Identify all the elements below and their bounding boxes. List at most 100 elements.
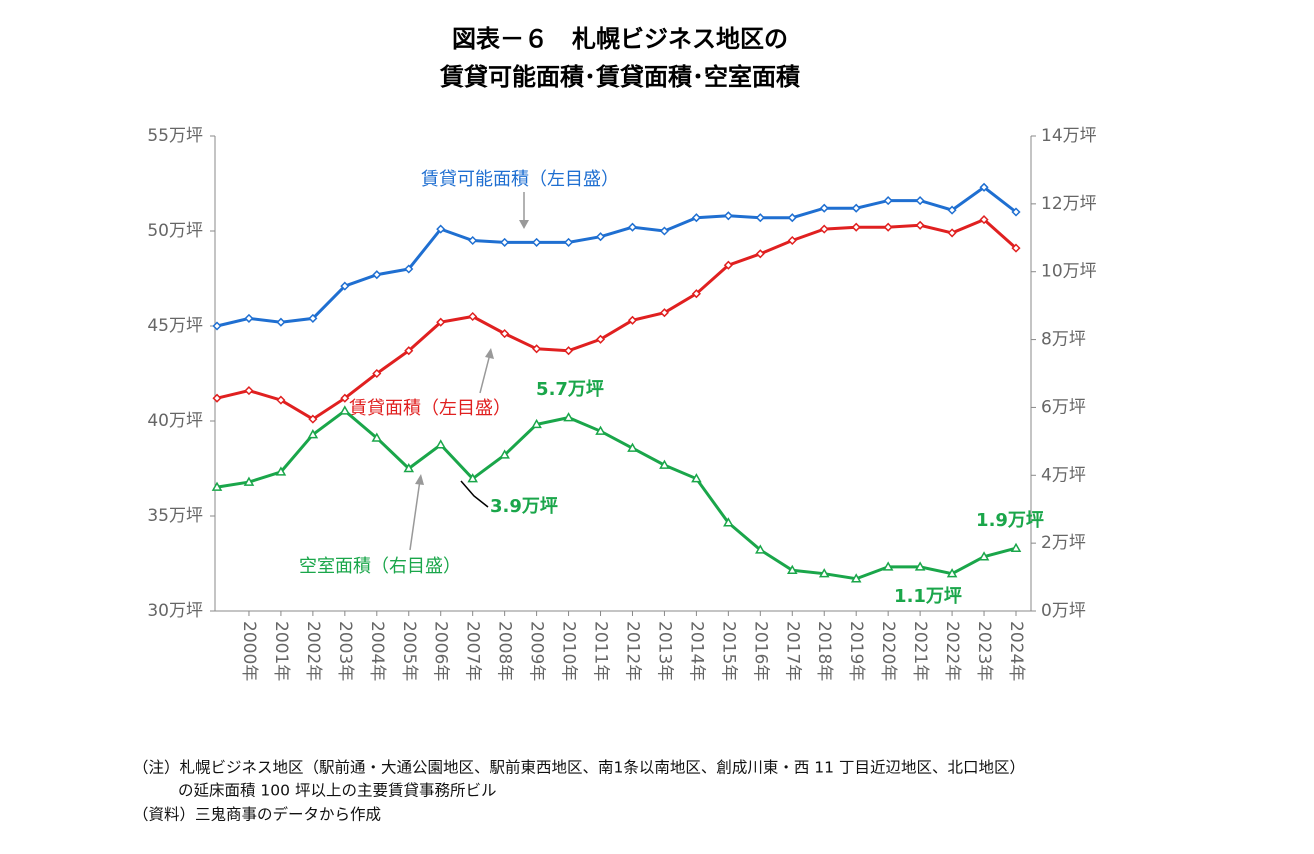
x-tick-label: 2022年 — [942, 621, 962, 681]
annotation: 3.9万坪 — [490, 496, 558, 517]
marker — [563, 346, 574, 356]
y-tick-label: 40万坪 — [147, 411, 203, 431]
x-tick-label: 2021年 — [910, 621, 930, 681]
marker — [787, 213, 797, 223]
marker — [308, 414, 318, 424]
marker — [947, 205, 957, 215]
x-tick-label: 2019年 — [846, 621, 866, 681]
x-tick-label: 2016年 — [750, 621, 770, 681]
marker — [436, 224, 446, 234]
marker — [787, 235, 797, 246]
series-line — [216, 185, 1017, 328]
marker — [467, 473, 478, 483]
x-tick-label: 2014年 — [686, 621, 706, 681]
marker — [691, 473, 702, 483]
x-tick-label: 2008年 — [495, 621, 515, 681]
marker — [627, 442, 638, 452]
marker — [307, 429, 319, 439]
y2-tick-label: 10万坪 — [1041, 262, 1097, 282]
marker — [755, 544, 766, 554]
x-tick-label: 2018年 — [814, 621, 834, 681]
y-tick-label: 45万坪 — [147, 316, 203, 336]
x-tick-label: 2000年 — [239, 621, 259, 681]
chart-title: 賃貸可能面積･賃貸面積･空室面積 — [439, 63, 800, 91]
marker — [691, 213, 701, 223]
marker — [404, 264, 414, 274]
x-tick-label: 2007年 — [463, 621, 483, 681]
marker — [212, 393, 222, 403]
marker — [372, 368, 382, 379]
series-label: 賃貸可能面積（左目盛） — [421, 169, 619, 190]
annotation: 5.7万坪 — [536, 379, 604, 400]
x-tick-label: 2002年 — [303, 621, 323, 681]
marker — [883, 222, 893, 232]
marker — [468, 235, 478, 246]
marker — [212, 321, 222, 331]
marker — [946, 568, 958, 578]
marker — [371, 432, 383, 442]
marker — [468, 311, 478, 322]
marker — [595, 425, 606, 435]
y-tick-label: 30万坪 — [147, 601, 203, 621]
y2-tick-label: 8万坪 — [1041, 330, 1086, 350]
annotation: 1.9万坪 — [976, 510, 1044, 531]
y-tick-label: 50万坪 — [147, 221, 203, 241]
marker — [978, 551, 990, 561]
marker — [979, 182, 989, 192]
marker — [595, 334, 606, 344]
note: （注）札幌ビジネス地区（駅前通・大通公園地区、駅前東西地区、南1条以南地区、創成… — [133, 759, 1025, 777]
marker — [244, 386, 254, 396]
marker — [531, 418, 542, 429]
marker — [243, 476, 255, 486]
series-line — [216, 217, 1017, 421]
marker — [500, 329, 510, 339]
arrow-head — [519, 220, 529, 229]
marker — [915, 196, 925, 206]
x-tick-label: 2001年 — [271, 621, 291, 681]
x-tick-label: 2012年 — [622, 621, 642, 681]
marker — [850, 573, 862, 583]
x-tick-label: 2015年 — [718, 621, 738, 681]
marker — [723, 260, 733, 270]
marker — [914, 561, 926, 571]
annotation: 1.1万坪 — [894, 586, 962, 607]
marker — [947, 228, 957, 238]
x-tick-label: 2011年 — [591, 621, 611, 681]
marker — [819, 224, 829, 234]
y2-tick-label: 12万坪 — [1041, 194, 1097, 214]
marker — [563, 237, 574, 247]
chart-title: 図表－６ 札幌ビジネス地区の — [452, 25, 788, 53]
y2-tick-label: 0万坪 — [1041, 601, 1086, 621]
y-tick-label: 55万坪 — [147, 126, 203, 146]
x-tick-label: 2020年 — [878, 621, 898, 681]
marker — [755, 249, 765, 259]
marker — [851, 203, 861, 213]
marker — [404, 346, 414, 356]
note: の延床面積 100 坪以上の主要賃貸事務所ビル — [178, 782, 496, 800]
series-label: 空室面積（右目盛） — [299, 556, 461, 577]
marker — [755, 213, 765, 223]
marker — [1011, 207, 1021, 217]
y2-tick-label: 2万坪 — [1041, 533, 1086, 553]
marker — [627, 222, 638, 232]
marker — [340, 393, 350, 403]
marker — [211, 481, 223, 491]
arrow-head — [415, 474, 424, 485]
arrow — [409, 479, 421, 551]
marker — [403, 462, 415, 473]
marker — [563, 412, 574, 422]
marker — [723, 211, 733, 221]
x-tick-label: 2023年 — [974, 621, 994, 681]
marker — [276, 317, 286, 327]
marker — [851, 222, 861, 232]
marker — [1011, 243, 1021, 253]
marker — [723, 517, 734, 527]
x-tick-label: 2017年 — [782, 621, 802, 681]
marker — [691, 289, 701, 299]
x-tick-label: 2010年 — [559, 621, 579, 681]
y-tick-label: 35万坪 — [147, 506, 203, 526]
x-tick-label: 2003年 — [335, 621, 355, 681]
y2-tick-label: 4万坪 — [1041, 465, 1086, 485]
marker — [659, 226, 670, 236]
marker — [659, 459, 670, 469]
